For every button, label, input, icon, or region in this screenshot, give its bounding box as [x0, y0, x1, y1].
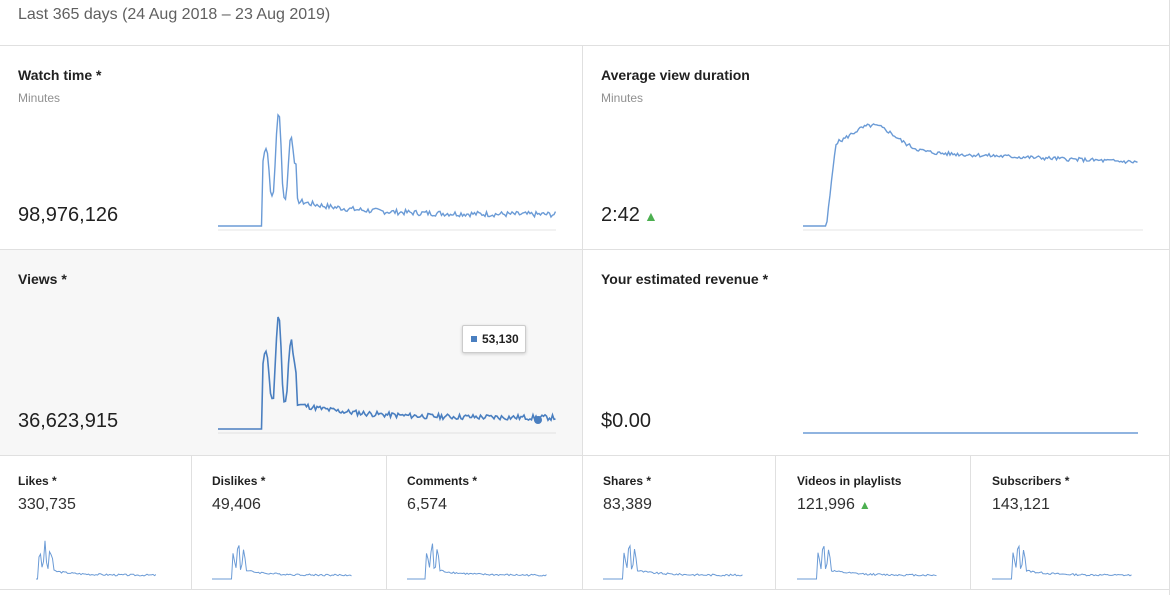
- card-videos-in-playlists[interactable]: Videos in playlists 121,996 ▲: [776, 455, 970, 589]
- tooltip-value: 53,130: [482, 332, 519, 346]
- divider: [0, 455, 1170, 456]
- card-title: Videos in playlists: [797, 474, 902, 488]
- sparkline-path: [803, 123, 1138, 227]
- revenue-sparkline: [803, 432, 1138, 434]
- card-comments[interactable]: Comments * 6,574: [387, 455, 582, 589]
- shares-sparkline: [603, 544, 743, 580]
- card-likes[interactable]: Likes * 330,735: [0, 455, 191, 589]
- card-title: Views *: [18, 271, 67, 287]
- card-title: Average view duration: [601, 67, 750, 83]
- hover-point-marker: [534, 416, 542, 424]
- card-shares[interactable]: Shares * 83,389: [583, 455, 775, 589]
- card-title: Dislikes *: [212, 474, 266, 488]
- sparkline-path: [218, 316, 556, 430]
- divider: [0, 249, 1170, 250]
- trend-up-icon: ▲: [643, 208, 658, 224]
- metric-value: 49,406: [212, 496, 261, 513]
- metric-value: 6,574: [407, 496, 448, 513]
- metric-value: 121,996: [797, 496, 855, 513]
- value-tooltip: 53,130: [462, 325, 526, 353]
- card-value: 83,389: [603, 496, 652, 514]
- metric-value: 36,623,915: [18, 410, 119, 432]
- divider: [386, 456, 387, 589]
- card-value: $0.00: [601, 410, 651, 433]
- card-title: Comments *: [407, 474, 478, 488]
- card-value: 6,574: [407, 496, 447, 514]
- card-average-view-duration[interactable]: Average view duration Minutes 2:42 ▲: [583, 46, 1169, 249]
- date-range-label: Last 365 days (24 Aug 2018 – 23 Aug 2019…: [18, 6, 331, 23]
- card-value: 2:42 ▲: [601, 204, 658, 227]
- card-subscribers[interactable]: Subscribers * 143,121: [971, 455, 1169, 589]
- dislikes-sparkline: [212, 545, 352, 580]
- card-title: Likes *: [18, 474, 57, 488]
- card-value: 98,976,126: [18, 204, 118, 227]
- sparkline-path: [992, 544, 1132, 580]
- card-value: 121,996 ▲: [797, 496, 871, 514]
- card-value: 143,121: [992, 496, 1050, 514]
- card-dislikes[interactable]: Dislikes * 49,406: [192, 455, 386, 589]
- watch-time-sparkline: [218, 113, 556, 231]
- divider: [0, 45, 1170, 46]
- avg-duration-sparkline: [803, 123, 1143, 231]
- playlists-sparkline: [797, 545, 937, 580]
- subscribers-sparkline: [992, 544, 1132, 580]
- sparkline-path: [218, 113, 556, 227]
- trend-up-icon: ▲: [858, 498, 871, 512]
- divider: [191, 456, 192, 589]
- card-title: Subscribers *: [992, 474, 1070, 488]
- card-value: 330,735: [18, 496, 76, 514]
- card-estimated-revenue[interactable]: Your estimated revenue * $0.00: [583, 250, 1169, 455]
- card-title: Your estimated revenue *: [601, 271, 769, 287]
- metric-value: $0.00: [601, 410, 652, 432]
- divider: [582, 46, 583, 589]
- divider: [775, 456, 776, 589]
- views-sparkline: [218, 316, 556, 434]
- card-subtitle: Minutes: [601, 91, 644, 105]
- divider: [0, 589, 1170, 590]
- sparkline-path: [407, 543, 547, 580]
- card-subtitle: Minutes: [18, 91, 61, 105]
- likes-sparkline: [36, 540, 156, 580]
- sparkline-path: [797, 545, 937, 580]
- metric-value: 330,735: [18, 496, 76, 513]
- card-title: Shares *: [603, 474, 652, 488]
- metric-value: 2:42: [601, 204, 640, 226]
- sparkline-path: [603, 544, 743, 580]
- card-value: 49,406: [212, 496, 261, 514]
- sparkline-path: [212, 545, 352, 580]
- series-swatch: [471, 336, 477, 342]
- metric-value: 98,976,126: [18, 204, 119, 226]
- divider: [970, 456, 971, 589]
- card-value: 36,623,915: [18, 410, 118, 433]
- comments-sparkline: [407, 543, 547, 580]
- sparkline-path: [36, 540, 156, 580]
- metric-value: 83,389: [603, 496, 652, 513]
- card-title: Watch time *: [18, 67, 102, 83]
- metric-value: 143,121: [992, 496, 1050, 513]
- card-watch-time[interactable]: Watch time * Minutes 98,976,126: [0, 46, 582, 249]
